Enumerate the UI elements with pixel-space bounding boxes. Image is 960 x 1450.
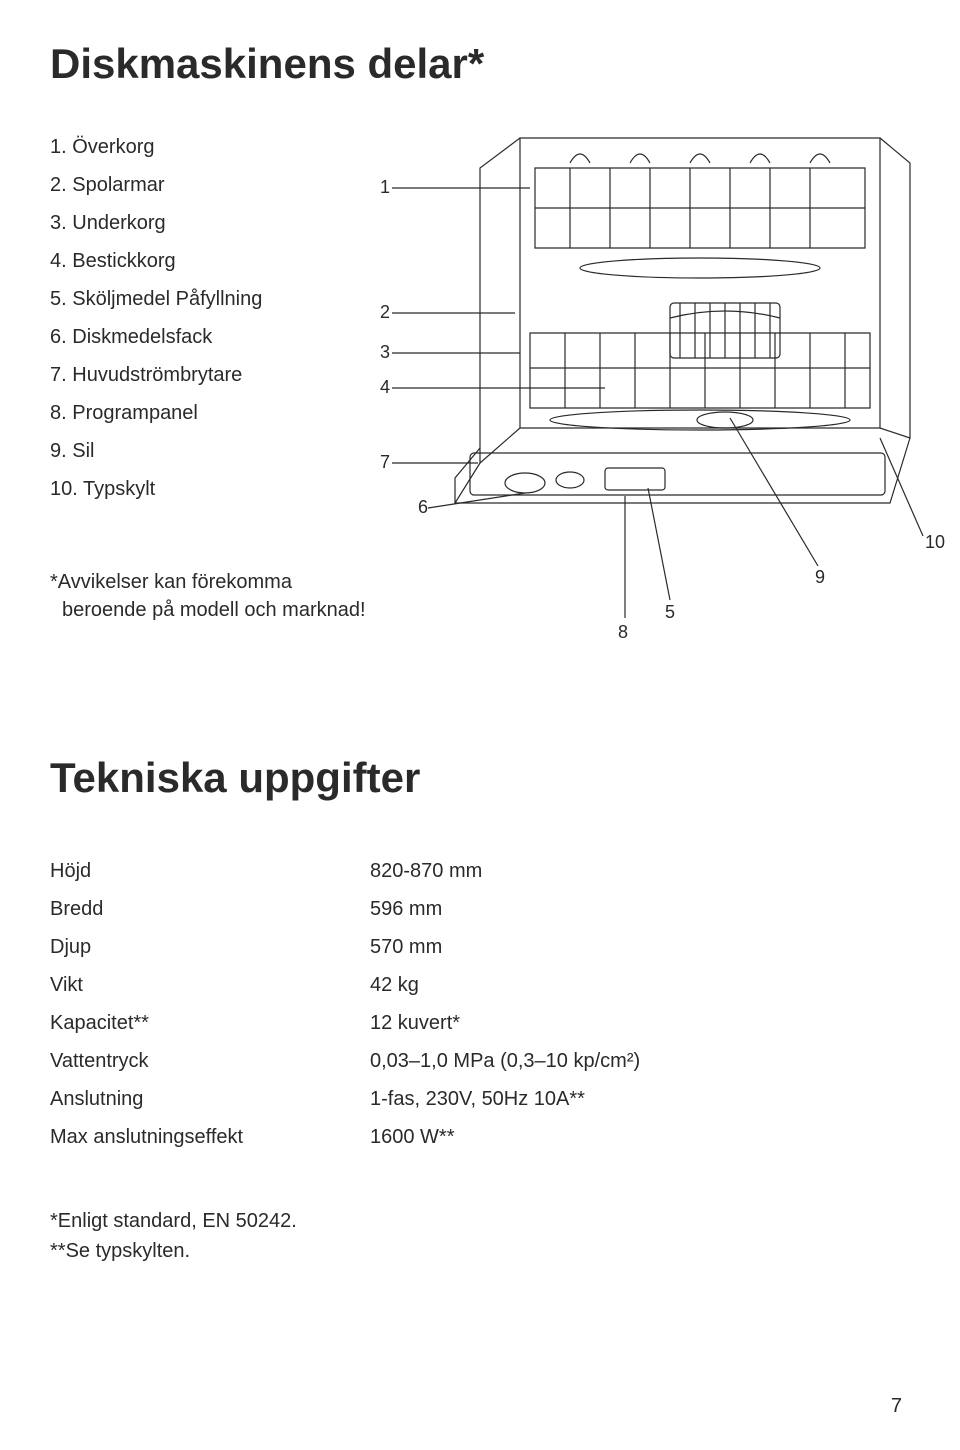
spec-label: Bredd: [50, 890, 370, 928]
spec-label: Max anslutningseffekt: [50, 1118, 370, 1156]
callout-number: 7: [380, 452, 390, 472]
parts-list-item: Spolarmar: [50, 166, 350, 204]
spec-label: Höjd: [50, 852, 370, 890]
spec-label: Vattentryck: [50, 1042, 370, 1080]
spec-label: Anslutning: [50, 1080, 370, 1118]
callout-number: 3: [380, 342, 390, 362]
callout-number: 5: [665, 602, 675, 622]
spec-label: Kapacitet**: [50, 1004, 370, 1042]
parts-list: ÖverkorgSpolarmarUnderkorgBestickkorgSkö…: [50, 128, 350, 508]
spec-label: Vikt: [50, 966, 370, 1004]
parts-list-item: Underkorg: [50, 204, 350, 242]
parts-list-item: Programpanel: [50, 394, 350, 432]
callout-number: 8: [618, 622, 628, 642]
footnote-standard: *Enligt standard, EN 50242.: [50, 1206, 910, 1236]
parts-list-item: Sköljmedel Påfyllning: [50, 280, 350, 318]
callout-line: [648, 488, 670, 600]
spec-table: HöjdBreddDjupViktKapacitet**VattentryckA…: [50, 852, 910, 1156]
callout-number: 1: [380, 177, 390, 197]
callout-number: 10: [925, 532, 945, 552]
page-number: 7: [891, 1395, 902, 1418]
page-title: Diskmaskinens delar*: [50, 40, 910, 88]
spec-value: 12 kuvert*: [370, 1004, 640, 1042]
parts-list-item: Sil: [50, 432, 350, 470]
callout-number: 9: [815, 567, 825, 587]
standards-footnote: *Enligt standard, EN 50242. **Se typskyl…: [50, 1206, 910, 1266]
parts-list-item: Bestickkorg: [50, 242, 350, 280]
spec-value: 42 kg: [370, 966, 640, 1004]
spec-value: 1600 W**: [370, 1118, 640, 1156]
parts-list-item: Överkorg: [50, 128, 350, 166]
upper-section: ÖverkorgSpolarmarUnderkorgBestickkorgSkö…: [50, 128, 910, 508]
spec-value: 1-fas, 230V, 50Hz 10A**: [370, 1080, 640, 1118]
callout-line: [730, 418, 818, 566]
spec-value: 596 mm: [370, 890, 640, 928]
spec-value: 820-870 mm: [370, 852, 640, 890]
callout-number: 2: [380, 302, 390, 322]
footnote-typeplate: **Se typskylten.: [50, 1236, 910, 1266]
dishwasher-diagram: 1 2 3 4 7 6 8 5 9 10: [370, 108, 960, 668]
tech-specs-title: Tekniska uppgifter: [50, 754, 910, 802]
spec-value: 0,03–1,0 MPa (0,3–10 kp/cm²): [370, 1042, 640, 1080]
parts-list-item: Diskmedelsfack: [50, 318, 350, 356]
spec-value: 570 mm: [370, 928, 640, 966]
callout-line: [880, 438, 923, 536]
spec-label: Djup: [50, 928, 370, 966]
parts-list-item: Huvudströmbrytare: [50, 356, 350, 394]
callout-number: 4: [380, 377, 390, 397]
callout-number: 6: [418, 497, 428, 517]
parts-list-item: Typskylt: [50, 470, 350, 508]
